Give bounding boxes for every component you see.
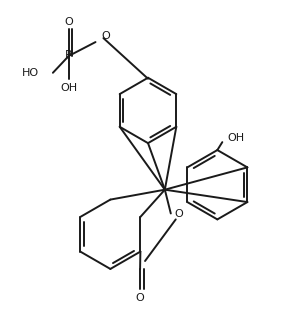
Text: O: O: [64, 17, 73, 27]
Text: OH: OH: [227, 133, 244, 143]
Text: P: P: [65, 49, 72, 62]
Text: O: O: [101, 31, 110, 41]
Text: OH: OH: [60, 83, 77, 93]
Text: O: O: [136, 293, 145, 303]
Text: HO: HO: [22, 68, 39, 78]
Text: O: O: [174, 209, 183, 219]
